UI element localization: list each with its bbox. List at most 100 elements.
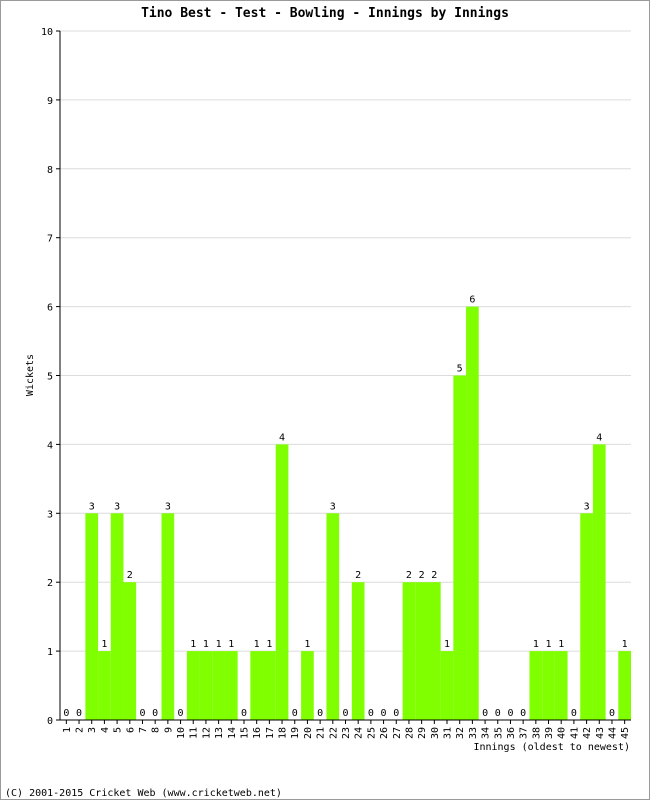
bar (453, 375, 467, 720)
x-tick-label: 3 (87, 727, 98, 733)
x-tick-label: 34 (481, 727, 492, 739)
data-label: 3 (330, 501, 336, 512)
data-label: 2 (419, 570, 425, 581)
y-tick-label: 9 (47, 96, 53, 107)
x-tick-label: 2 (75, 727, 86, 733)
x-tick-label: 36 (506, 727, 517, 739)
y-tick-label: 2 (47, 578, 53, 589)
x-tick-label: 35 (493, 727, 504, 739)
bar (466, 306, 479, 720)
data-label: 3 (584, 501, 590, 512)
x-tick-label: 43 (595, 727, 606, 739)
bar (592, 444, 606, 720)
data-label: 0 (393, 708, 399, 719)
bar (110, 513, 124, 720)
x-tick-label: 8 (151, 727, 162, 733)
x-tick-label: 31 (443, 727, 454, 739)
x-tick-label: 27 (392, 727, 403, 739)
data-label: 1 (533, 639, 539, 650)
x-tick-label: 12 (201, 727, 212, 739)
x-tick-label: 42 (582, 727, 593, 739)
x-tick-label: 5 (113, 727, 124, 733)
data-label: 0 (482, 708, 488, 719)
x-tick-label: 16 (252, 727, 263, 739)
bar (250, 651, 264, 720)
data-label: 0 (139, 708, 145, 719)
data-label: 4 (596, 432, 602, 443)
bars (85, 306, 631, 720)
data-label: 0 (520, 708, 526, 719)
data-label: 0 (152, 708, 158, 719)
data-label: 1 (558, 639, 564, 650)
x-tick-label: 29 (417, 727, 428, 739)
bar (440, 651, 454, 720)
data-label: 1 (266, 639, 272, 650)
x-tick-label: 25 (366, 727, 377, 739)
y-tick-label: 10 (41, 27, 53, 38)
data-label: 2 (127, 570, 133, 581)
bar (199, 651, 213, 720)
x-tick-label: 6 (125, 727, 136, 733)
bar (85, 513, 99, 720)
x-tick-label: 45 (620, 727, 631, 739)
data-label: 0 (76, 708, 82, 719)
data-label: 0 (317, 708, 323, 719)
data-label: 1 (546, 639, 552, 650)
data-label: 2 (431, 570, 437, 581)
data-label: 0 (507, 708, 513, 719)
data-label: 0 (381, 708, 387, 719)
data-label: 0 (241, 708, 247, 719)
bar (618, 651, 631, 720)
y-tick-label: 3 (47, 509, 53, 520)
data-label: 1 (101, 639, 107, 650)
x-tick-label: 40 (557, 727, 568, 739)
bar (263, 651, 276, 720)
x-tick-label: 21 (316, 727, 327, 739)
bar (402, 582, 416, 720)
y-tick-label: 8 (47, 165, 53, 176)
x-tick-label: 44 (607, 727, 618, 739)
bar (415, 582, 428, 720)
data-label: 3 (165, 501, 171, 512)
x-tick-label: 17 (265, 727, 276, 739)
x-tick-label: 10 (176, 727, 187, 739)
data-label: 0 (571, 708, 577, 719)
data-label: 0 (495, 708, 501, 719)
y-tick-label: 4 (47, 440, 53, 451)
y-tick-label: 5 (47, 372, 53, 383)
x-tick-label: 32 (455, 727, 466, 739)
data-label: 1 (444, 639, 450, 650)
data-label: 0 (609, 708, 615, 719)
x-tick-label: 1 (62, 727, 73, 733)
x-tick-label: 19 (290, 727, 301, 739)
data-label: 1 (304, 639, 310, 650)
x-tick-label: 28 (404, 727, 415, 739)
x-tick-label: 11 (189, 727, 200, 739)
bar (123, 582, 137, 720)
data-label: 0 (368, 708, 374, 719)
bar (161, 513, 175, 720)
bar (542, 651, 555, 720)
x-tick-label: 39 (544, 727, 555, 739)
y-tick-label: 6 (47, 303, 53, 314)
data-label: 1 (203, 639, 209, 650)
data-label: 4 (279, 432, 285, 443)
data-label: 3 (114, 501, 120, 512)
data-label: 0 (342, 708, 348, 719)
bar (427, 582, 441, 720)
y-axis-label: Wickets (25, 354, 36, 396)
data-label: 2 (406, 570, 412, 581)
bar (224, 651, 238, 720)
data-label: 6 (469, 295, 475, 306)
data-label: 1 (228, 639, 234, 650)
data-label: 0 (178, 708, 184, 719)
x-tick-label: 13 (214, 727, 225, 739)
data-label: 0 (292, 708, 298, 719)
x-tick-label: 30 (430, 727, 441, 739)
x-tick-label: 18 (278, 727, 289, 739)
x-tick-label: 14 (227, 727, 238, 739)
bar (529, 651, 543, 720)
